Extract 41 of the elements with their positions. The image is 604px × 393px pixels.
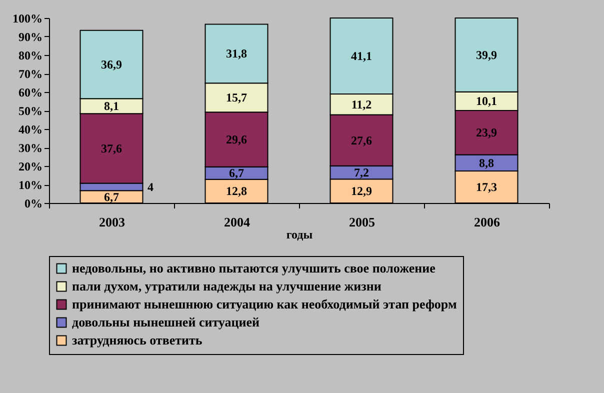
data-label: 11,2 bbox=[351, 97, 372, 112]
x-tick-label: 2003 bbox=[99, 214, 126, 230]
x-tick-label: 2006 bbox=[474, 214, 500, 230]
data-label: 36,9 bbox=[101, 58, 122, 72]
data-label: 31,8 bbox=[226, 46, 247, 61]
data-label: 27,6 bbox=[351, 133, 372, 148]
data-label: 6,7 bbox=[104, 190, 119, 204]
x-axis-title: годы bbox=[286, 228, 314, 242]
data-label: 6,7 bbox=[229, 166, 244, 180]
data-label: 12,9 bbox=[351, 184, 372, 198]
data-label: 7,2 bbox=[354, 165, 369, 180]
y-tick-label: 30% bbox=[18, 141, 42, 155]
legend-label: довольны нынешней ситуацией bbox=[72, 314, 260, 330]
data-label: 29,6 bbox=[226, 132, 247, 147]
data-label: 8,1 bbox=[104, 99, 119, 114]
data-label: 17,3 bbox=[476, 180, 497, 194]
y-tick-label: 20% bbox=[18, 160, 42, 174]
y-tick-label: 90% bbox=[18, 30, 42, 44]
data-label: 41,1 bbox=[351, 49, 372, 64]
y-tick-label: 0% bbox=[24, 196, 42, 210]
data-label: 4 bbox=[148, 180, 154, 194]
y-tick-label: 80% bbox=[18, 48, 42, 62]
y-tick-label: 100% bbox=[12, 12, 42, 26]
y-tick-label: 60% bbox=[18, 86, 42, 100]
x-tick-label: 2004 bbox=[224, 214, 250, 230]
legend-label: принимают нынешнюю ситуацию как необходимый этап реформ bbox=[72, 296, 457, 312]
data-label: 12,8 bbox=[226, 184, 247, 198]
y-tick-label: 10% bbox=[18, 178, 42, 192]
y-tick-label: 40% bbox=[18, 122, 42, 136]
y-tick-label: 50% bbox=[18, 104, 42, 118]
data-label: 10,1 bbox=[476, 94, 497, 108]
legend-label: недовольны, но активно пытаются улучшить свое положение bbox=[72, 260, 436, 276]
data-label: 8,8 bbox=[479, 156, 494, 170]
data-label: 39,9 bbox=[476, 48, 497, 62]
legend-label: затрудняюсь ответить bbox=[72, 332, 202, 348]
x-tick-label: 2005 bbox=[349, 214, 376, 230]
data-label: 15,7 bbox=[226, 90, 247, 105]
y-tick-label: 70% bbox=[18, 67, 42, 81]
data-label: 37,6 bbox=[101, 141, 122, 156]
legend-label: пали духом, утратили надежды на улучшение жизни bbox=[72, 278, 382, 294]
data-label: 23,9 bbox=[476, 126, 497, 140]
